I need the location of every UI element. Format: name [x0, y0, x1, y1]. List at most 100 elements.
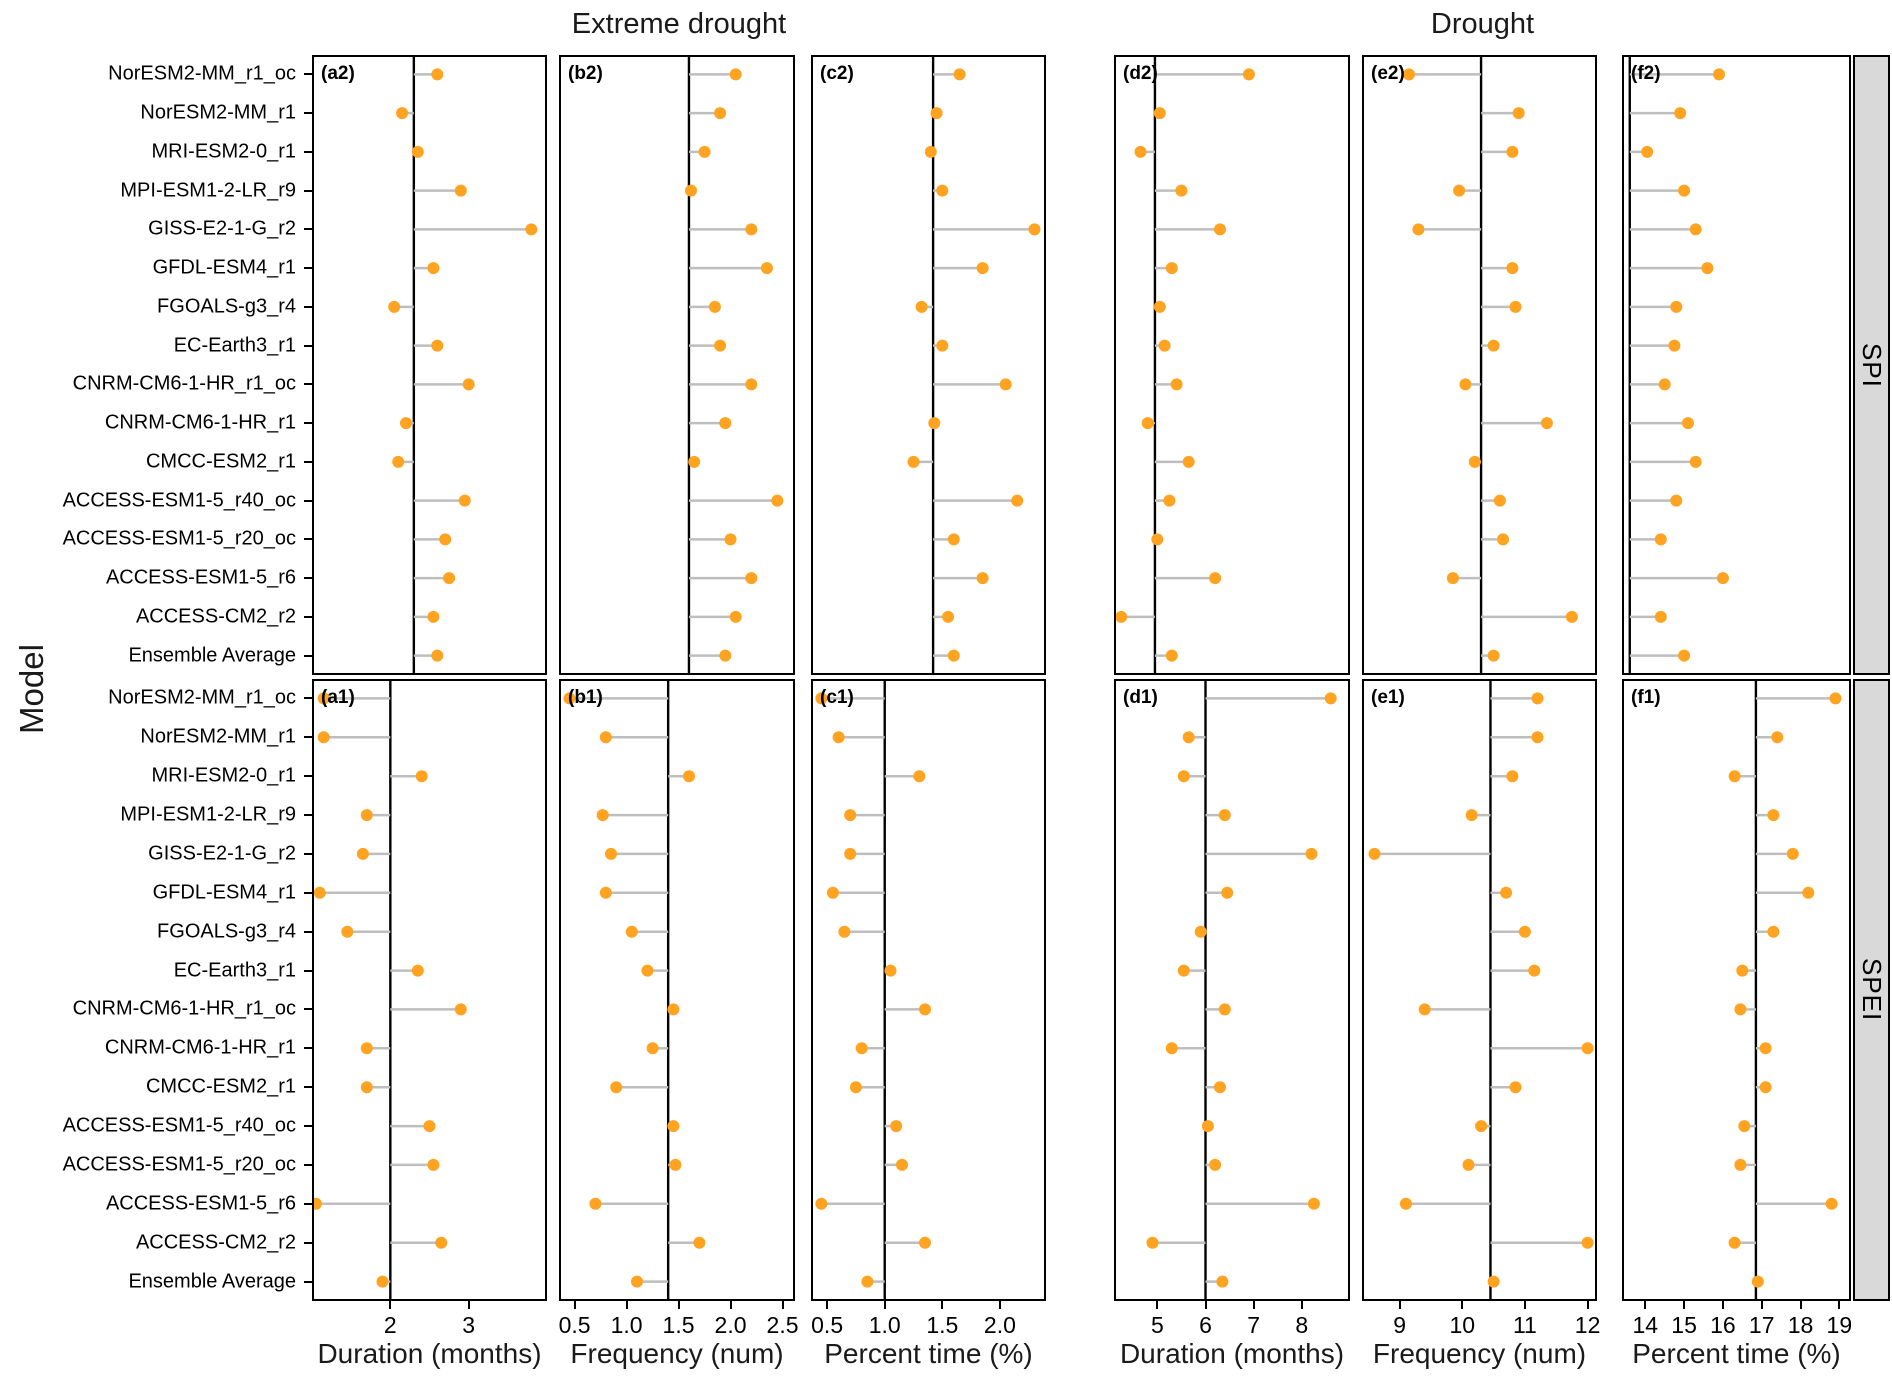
- panel-c1: (c1): [811, 679, 1046, 1301]
- x-tick-label: 10: [1449, 1312, 1476, 1338]
- y-tick-mark: [304, 1202, 312, 1205]
- panel-svg-b2: (b2): [559, 55, 795, 675]
- panel-tag: (e2): [1371, 63, 1405, 84]
- lollipop-dot: [1670, 494, 1683, 507]
- lollipop-dot: [631, 1275, 643, 1288]
- x-tick-mark: [1300, 1301, 1303, 1309]
- lollipop-dot: [930, 107, 943, 120]
- y-axis-label: CMCC-ESM2_r1: [145, 450, 296, 473]
- y-axis-label: FGOALS-g3_r4: [157, 295, 296, 318]
- x-tick-mark: [1721, 1301, 1724, 1309]
- lollipop-dot: [942, 610, 955, 623]
- lollipop-dot: [1518, 925, 1531, 938]
- lollipop-dot: [641, 964, 654, 977]
- lollipop-dot: [1011, 494, 1024, 507]
- x-tick-label: 6: [1199, 1312, 1212, 1338]
- lollipop-dot: [815, 692, 828, 705]
- lollipop-dot: [1509, 1081, 1522, 1094]
- x-tick-label: 15: [1671, 1312, 1697, 1338]
- lollipop-dot: [1242, 68, 1255, 81]
- lollipop-dot: [999, 378, 1012, 391]
- lollipop-dot: [928, 417, 941, 430]
- x-tick-label: 2: [383, 1312, 397, 1338]
- lollipop-dot: [1751, 1275, 1764, 1288]
- lollipop-dot: [1182, 455, 1195, 468]
- panel-tag: (c1): [820, 687, 854, 708]
- lollipop-dot: [919, 1003, 931, 1016]
- x-tick-mark: [1760, 1301, 1763, 1309]
- y-axis-label: NorESM2-MM_r1_oc: [108, 62, 296, 85]
- lollipop-dot: [919, 1236, 931, 1249]
- lollipop-dot: [1194, 925, 1207, 938]
- lollipop-dot: [1689, 223, 1702, 236]
- lollipop-dot: [1218, 1003, 1231, 1016]
- lollipop-dot: [427, 262, 440, 275]
- lollipop-dot: [1182, 731, 1195, 744]
- lollipop-dot: [953, 68, 966, 81]
- y-tick-mark: [304, 1008, 312, 1011]
- x-tick-mark: [1523, 1301, 1526, 1309]
- y-axis-label: NorESM2-MM_r1: [140, 101, 296, 124]
- x-axis-drought-percent-time: 14 15 16 17 18 19: [1622, 1301, 1852, 1339]
- lollipop-dot: [1028, 223, 1041, 236]
- y-axis-label: MPI-ESM1-2-LR_r9: [120, 179, 296, 202]
- lollipop-dot: [1734, 1003, 1747, 1016]
- y-axis-label: CNRM-CM6-1-HR_r1: [104, 1036, 296, 1059]
- y-axis-label: MRI-ESM2-0_r1: [151, 140, 296, 163]
- lollipop-dot: [884, 964, 897, 977]
- lollipop-dot: [1641, 145, 1654, 158]
- x-tick-label: 7: [1247, 1312, 1261, 1338]
- lollipop-dot: [317, 692, 330, 705]
- x-tick-mark: [1252, 1301, 1255, 1309]
- lollipop-dot: [1540, 417, 1553, 430]
- lollipop-dot: [855, 1042, 868, 1055]
- lollipop-dot: [947, 649, 960, 662]
- x-tick-mark: [1586, 1301, 1589, 1309]
- x-tick-label: 1.5: [662, 1312, 695, 1338]
- panel-d2: (d2): [1114, 55, 1350, 675]
- lollipop-dot: [1786, 847, 1799, 860]
- lollipop-dot: [1528, 964, 1541, 977]
- lollipop-dot: [1658, 378, 1671, 391]
- lollipop-dot: [693, 1236, 706, 1249]
- lollipop-dot: [435, 1236, 448, 1249]
- lollipop-dot: [849, 1081, 862, 1094]
- y-tick-mark: [304, 383, 312, 386]
- x-axis-title-extreme-duration: Duration (months): [317, 1338, 542, 1369]
- panel-svg-e1: (e1): [1362, 679, 1597, 1301]
- x-tick-mark: [781, 1301, 784, 1309]
- x-tick-mark: [625, 1301, 628, 1309]
- lollipop-dot: [1512, 107, 1525, 120]
- y-axis-label: CNRM-CM6-1-HR_r1: [104, 411, 296, 434]
- y-axis-label: ACCESS-ESM1-5_r6: [105, 1192, 296, 1215]
- y-tick-mark: [304, 697, 312, 700]
- lollipop-dot: [599, 731, 612, 744]
- facet-strip-spi-label: SPI: [1857, 342, 1887, 388]
- x-tick-label: 2.0: [983, 1312, 1016, 1338]
- lollipop-dot: [1734, 1158, 1747, 1171]
- y-axis-label: ACCESS-CM2_r2: [135, 1231, 296, 1254]
- lollipop-dot: [596, 809, 609, 822]
- x-tick-label: 18: [1787, 1312, 1814, 1338]
- lollipop-dot: [1654, 610, 1667, 623]
- lollipop-dot: [1465, 809, 1478, 822]
- lollipop-dot: [563, 692, 576, 705]
- lollipop-dot: [826, 886, 839, 899]
- panel-f1: (f1): [1622, 679, 1851, 1301]
- y-axis-label: GFDL-ESM4_r1: [152, 256, 296, 279]
- lollipop-dot: [683, 770, 695, 783]
- x-tick-mark: [1461, 1301, 1464, 1309]
- lollipop-dot: [838, 925, 851, 938]
- lollipop-dot: [1324, 692, 1337, 705]
- lollipop-dot: [1165, 649, 1178, 662]
- y-axis-label: ACCESS-ESM1-5_r40_oc: [62, 1114, 296, 1137]
- x-tick-label: 9: [1393, 1312, 1406, 1338]
- lollipop-dot: [443, 572, 456, 585]
- panel-tag: (e1): [1371, 687, 1405, 708]
- lollipop-dot: [376, 1275, 389, 1288]
- x-tick-label: 1.0: [868, 1312, 901, 1338]
- lollipop-dot: [815, 1197, 828, 1210]
- lollipop-dot: [1153, 107, 1166, 120]
- lollipop-dot: [844, 809, 857, 822]
- panel-svg-c1: (c1): [811, 679, 1046, 1301]
